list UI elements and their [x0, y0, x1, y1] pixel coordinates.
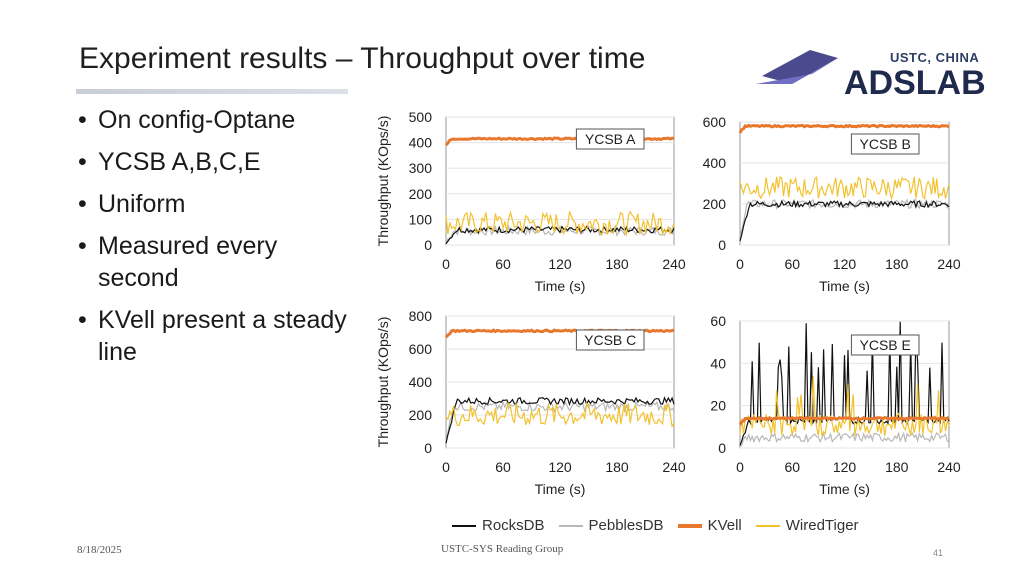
- page-number: 41: [933, 548, 944, 558]
- y-tick-label: 200: [409, 407, 433, 423]
- legend-item-kvell: KVell: [677, 517, 742, 534]
- x-tick-label: 240: [937, 256, 961, 272]
- chart-legend: RocksDB PebblesDB KVell WiredTiger: [452, 517, 859, 534]
- x-tick-label: 0: [442, 256, 450, 272]
- series-line-wiredtiger: [739, 175, 950, 201]
- x-tick-label: 120: [833, 256, 857, 272]
- legend-item-pebblesdb: PebblesDB: [558, 517, 664, 534]
- x-axis-label: Time (s): [819, 278, 870, 294]
- x-tick-label: 60: [495, 459, 511, 475]
- x-axis-label: Time (s): [535, 278, 586, 294]
- legend-swatch: [452, 524, 476, 527]
- lab-logo: ADSLAB USTC, CHINA: [752, 44, 1024, 102]
- x-tick-label: 120: [548, 256, 572, 272]
- bullet-item: Uniform: [78, 188, 348, 220]
- x-tick-label: 240: [662, 459, 686, 475]
- bullet-list: On config-Optane YCSB A,B,C,E Uniform Me…: [78, 104, 348, 378]
- bullet-item: On config-Optane: [78, 104, 348, 136]
- y-tick-label: 200: [703, 196, 727, 212]
- chart-title: YCSB A: [585, 131, 636, 147]
- y-tick-label: 0: [718, 440, 726, 456]
- legend-label: RocksDB: [482, 517, 545, 534]
- title-underline: [76, 89, 348, 94]
- legend-item-wiredtiger: WiredTiger: [755, 517, 859, 534]
- x-tick-label: 180: [605, 459, 629, 475]
- throughput-figure: 0 100 200 300 400 500 0 60 120 180 240 Time (s) Thro…: [376, 100, 976, 545]
- bullet-item: Measured every second: [78, 230, 348, 294]
- series-line-rocksdb: [445, 225, 675, 245]
- y-tick-label: 400: [703, 155, 727, 171]
- series-line-pebblesdb: [739, 198, 950, 237]
- chart-title-box: [850, 334, 920, 356]
- y-tick-label: 800: [409, 308, 433, 324]
- x-tick-label: 180: [885, 256, 909, 272]
- x-tick-label: 60: [784, 459, 800, 475]
- legend-swatch: [558, 524, 583, 527]
- y-tick-label: 20: [710, 398, 726, 414]
- bullet-item: KVell present a steady line: [78, 304, 348, 368]
- series-line-pebblesdb: [445, 400, 675, 441]
- chart-title-box: [575, 329, 645, 351]
- x-tick-label: 240: [937, 459, 961, 475]
- x-tick-label: 120: [833, 459, 857, 475]
- x-tick-label: 0: [736, 256, 744, 272]
- series-line-kvell: [738, 123, 950, 134]
- chart-title-box: [575, 128, 645, 150]
- x-tick-label: 180: [885, 459, 909, 475]
- x-tick-label: 0: [736, 459, 744, 475]
- series-line-pebblesdb: [739, 430, 950, 447]
- chart-title: YCSB E: [860, 337, 911, 353]
- legend-swatch: [677, 523, 702, 528]
- legend-swatch: [755, 524, 780, 527]
- y-tick-label: 60: [710, 313, 726, 329]
- x-tick-label: 180: [605, 256, 629, 272]
- y-tick-label: 500: [409, 109, 433, 125]
- legend-item-rocksdb: RocksDB: [452, 517, 545, 534]
- y-axis-label: Throughput (KOps/s): [376, 317, 391, 448]
- y-tick-label: 0: [424, 440, 432, 456]
- x-axis-label: Time (s): [819, 481, 870, 497]
- x-axis-label: Time (s): [535, 481, 586, 497]
- series-line-wiredtiger: [445, 210, 675, 237]
- y-tick-label: 400: [409, 135, 433, 151]
- series-line-rocksdb: [445, 396, 675, 444]
- y-tick-label: 600: [703, 114, 727, 130]
- x-tick-label: 0: [442, 459, 450, 475]
- y-tick-label: 400: [409, 374, 433, 390]
- chart-title-box: [850, 133, 920, 155]
- y-axis-label: Throughput (KOps/s): [376, 116, 391, 247]
- slide-title: Experiment results – Throughput over tim…: [79, 42, 646, 75]
- logo-text: USTC, CHINA: [890, 50, 980, 65]
- series-line-rocksdb: [739, 199, 950, 242]
- footer-center: USTC-SYS Reading Group: [441, 543, 564, 555]
- logo-graphic: ADSLAB: [756, 50, 986, 102]
- y-tick-label: 300: [409, 160, 433, 176]
- series-line-pebblesdb: [445, 224, 675, 243]
- bullet-item: YCSB A,B,C,E: [78, 146, 348, 178]
- x-tick-label: 60: [495, 256, 511, 272]
- series-line-wiredtiger: [445, 401, 675, 428]
- legend-label: WiredTiger: [785, 517, 859, 534]
- chart-title: YCSB C: [584, 332, 636, 348]
- y-tick-label: 0: [718, 237, 726, 253]
- x-tick-label: 120: [548, 459, 572, 475]
- legend-label: PebblesDB: [588, 517, 664, 534]
- chart-title: YCSB B: [860, 136, 911, 152]
- series-line-kvell: [738, 415, 950, 426]
- legend-label: KVell: [707, 517, 742, 534]
- y-tick-label: 100: [409, 211, 433, 227]
- x-tick-label: 60: [784, 256, 800, 272]
- y-tick-label: 200: [409, 186, 433, 202]
- series-line-wiredtiger: [739, 375, 950, 437]
- svg-text:ADSLAB: ADSLAB: [844, 64, 986, 94]
- x-tick-label: 240: [662, 256, 686, 272]
- y-tick-label: 40: [710, 355, 726, 371]
- footer-date: 8/18/2025: [77, 544, 122, 556]
- y-tick-label: 600: [409, 341, 433, 357]
- y-tick-label: 0: [424, 237, 432, 253]
